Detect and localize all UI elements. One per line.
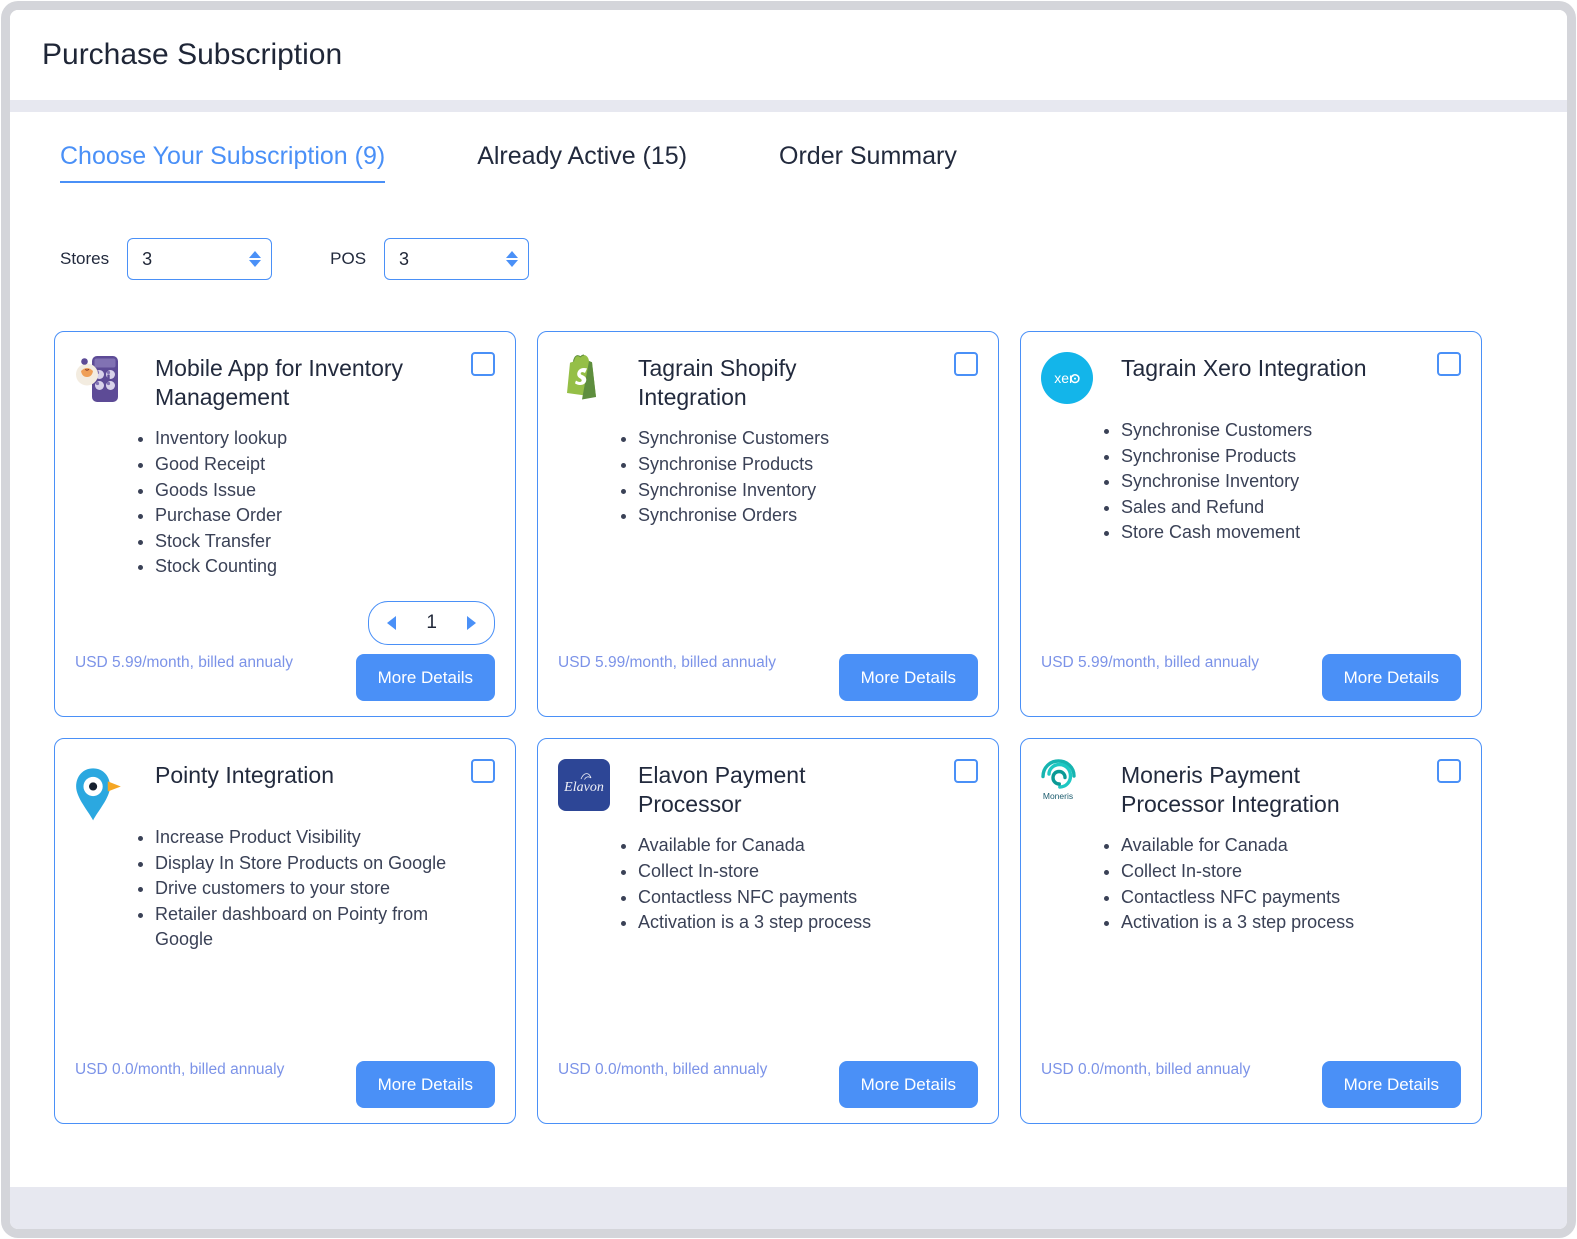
svg-text:Moneris: Moneris <box>1043 791 1073 801</box>
svg-text:Elavon: Elavon <box>563 780 604 795</box>
